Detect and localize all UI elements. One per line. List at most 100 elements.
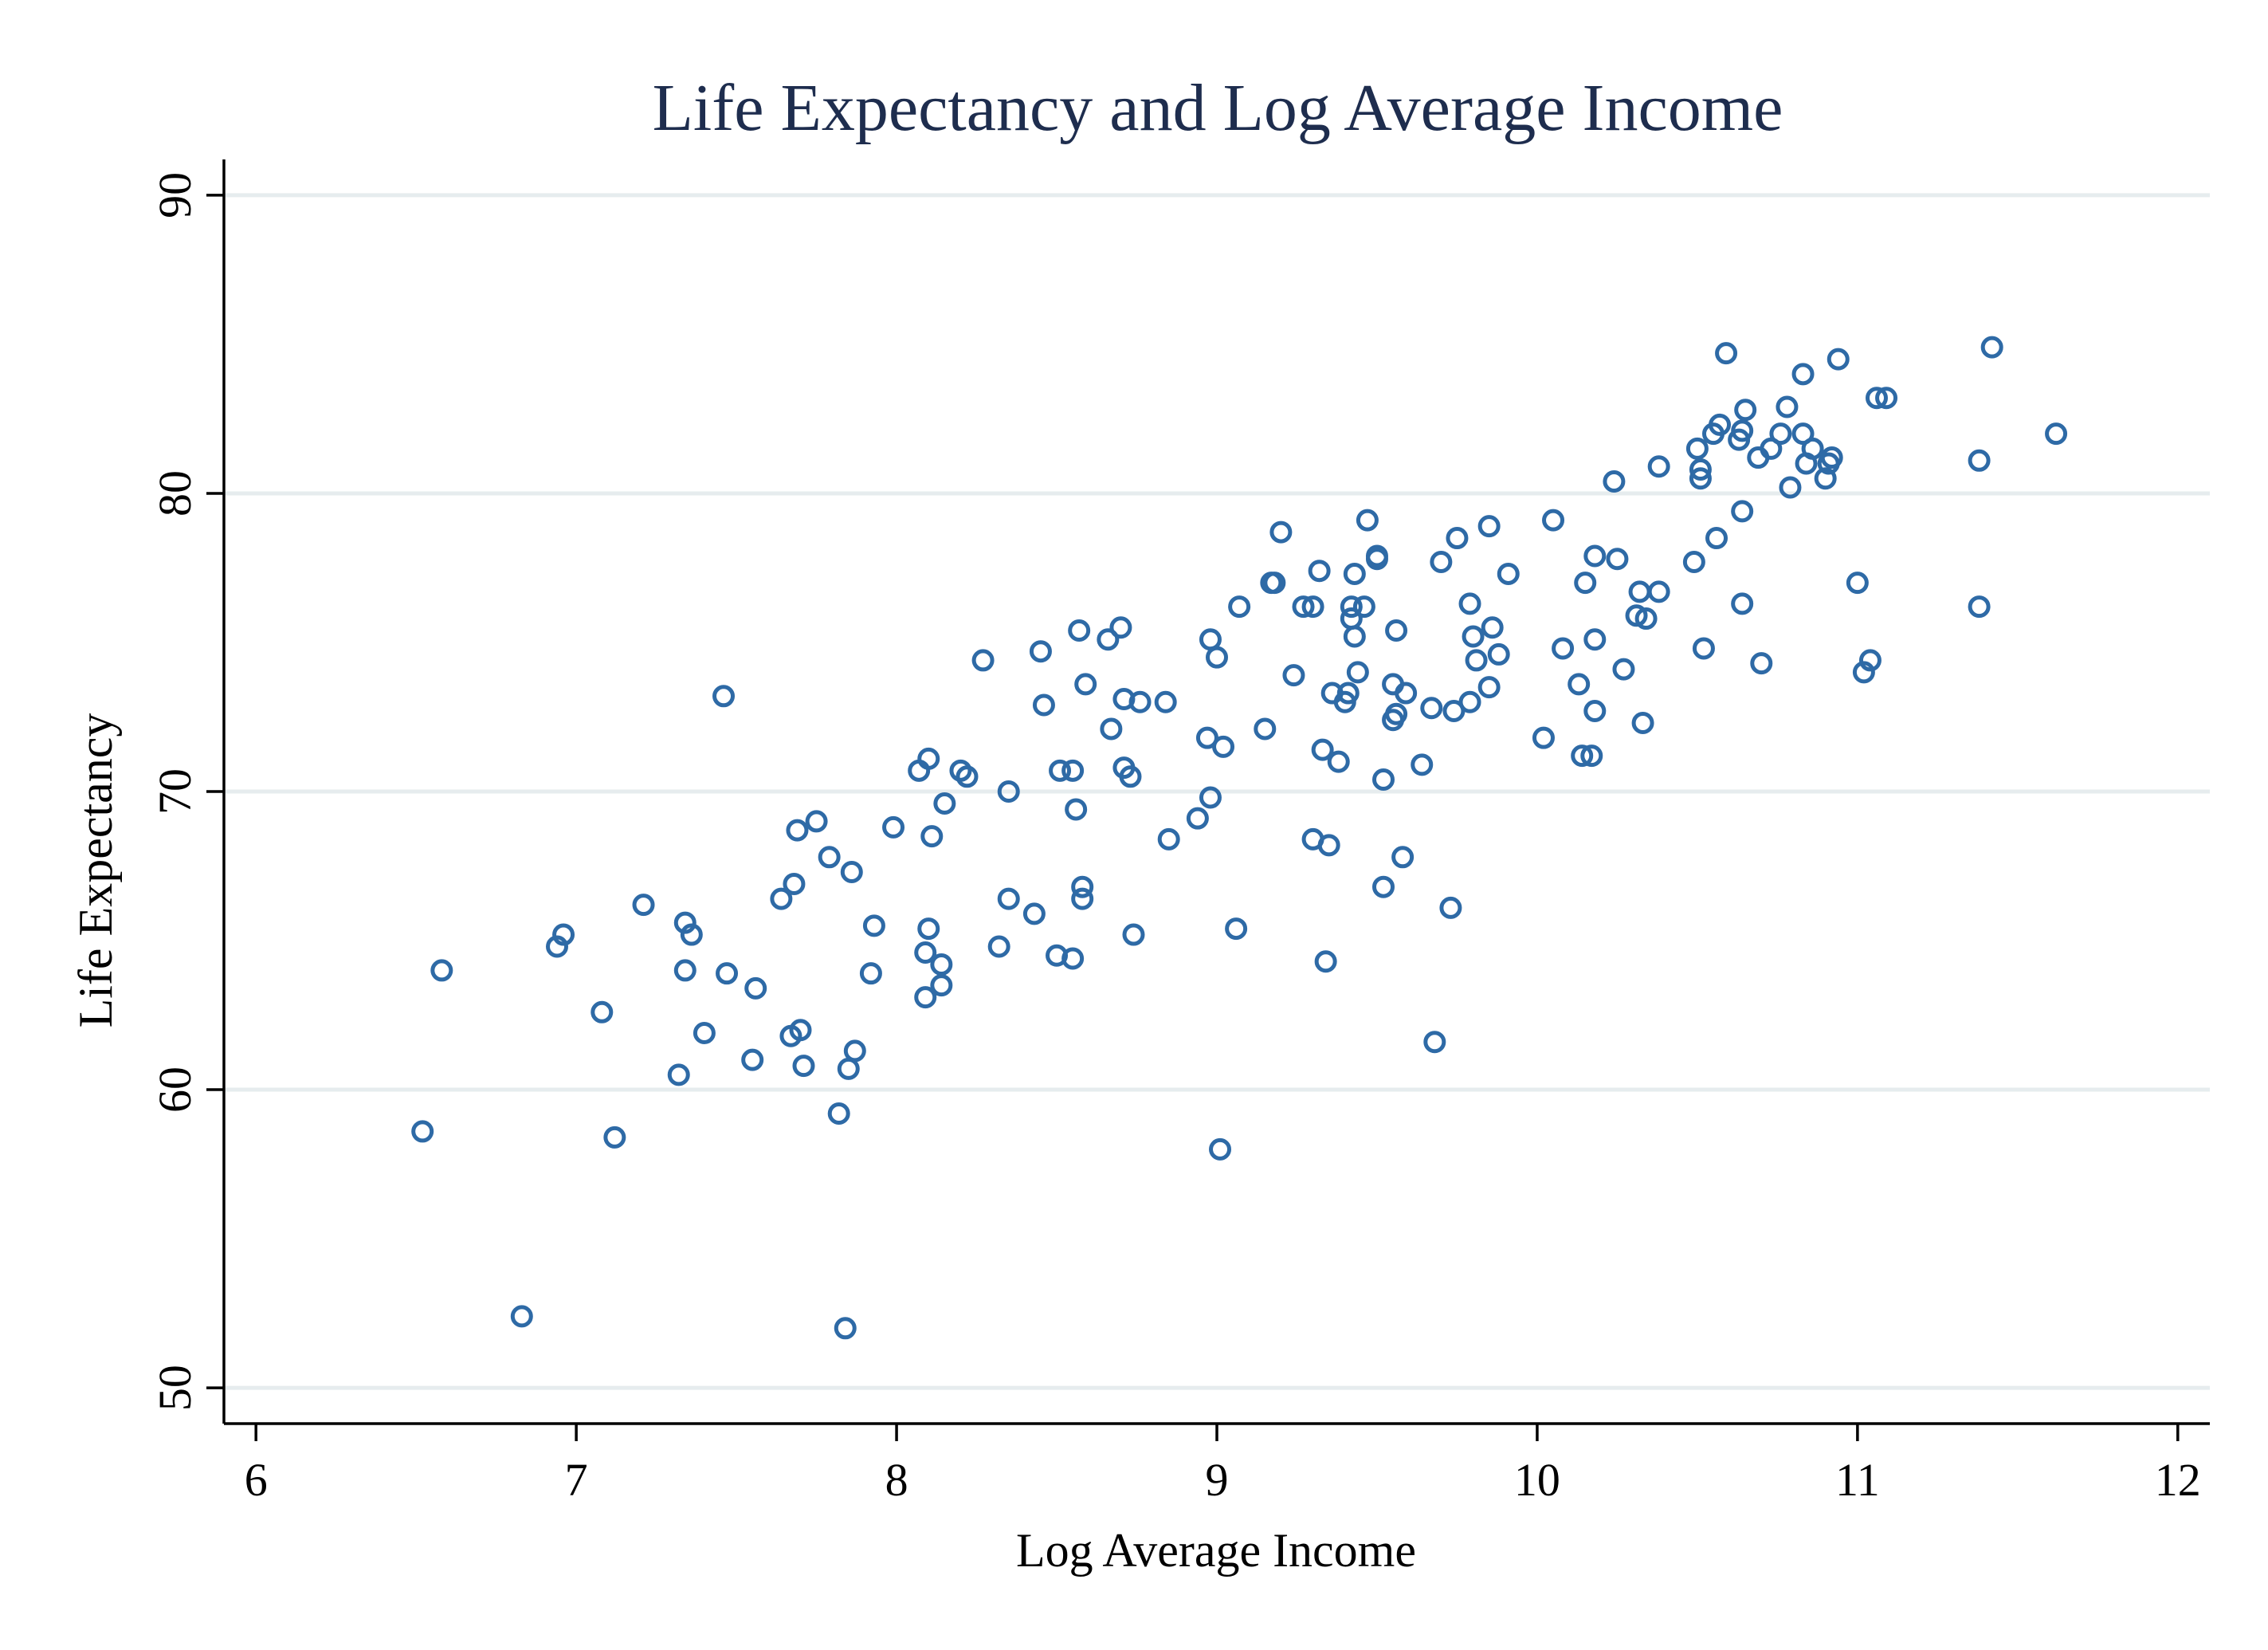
data-point — [1206, 646, 1228, 669]
data-point — [770, 887, 793, 910]
x-tick-label: 11 — [1835, 1454, 1880, 1506]
data-point — [1157, 827, 1180, 851]
data-point — [1122, 923, 1145, 946]
data-point — [917, 747, 940, 770]
data-point — [1372, 768, 1395, 792]
data-point — [1852, 661, 1875, 684]
data-point — [1068, 619, 1091, 642]
data-point — [1391, 846, 1415, 869]
data-point — [971, 649, 995, 672]
data-point — [591, 1000, 614, 1023]
chart-title: Life Expectancy and Log Average Income — [653, 71, 1783, 145]
data-point — [1263, 572, 1286, 595]
data-point — [789, 1019, 812, 1042]
data-point — [744, 976, 767, 1000]
data-point — [693, 1021, 716, 1044]
data-point — [1689, 458, 1712, 481]
data-point — [1282, 664, 1305, 687]
y-tick-label: 70 — [149, 768, 201, 815]
data-point — [1791, 422, 1815, 446]
data-point — [805, 810, 828, 833]
data-point — [1340, 595, 1363, 619]
data-point — [667, 1063, 690, 1086]
x-tick-label: 8 — [885, 1454, 908, 1506]
data-point — [1968, 449, 1991, 472]
data-point — [1865, 387, 1888, 410]
data-point — [1542, 509, 1565, 532]
data-point — [1634, 607, 1658, 631]
data-point — [1317, 834, 1340, 857]
data-point — [1385, 619, 1408, 642]
data-point — [1580, 744, 1603, 768]
data-point — [1487, 642, 1510, 666]
data-point — [955, 765, 979, 788]
data-point — [1968, 595, 1991, 619]
data-point — [1458, 690, 1481, 713]
data-point — [1647, 580, 1670, 603]
data-point — [987, 935, 1010, 958]
data-point — [1791, 363, 1815, 386]
x-axis-label: Log Average Income — [1016, 1524, 1416, 1577]
data-point — [1225, 917, 1248, 941]
data-point — [827, 1102, 850, 1125]
data-point — [546, 935, 569, 958]
data-point — [1731, 419, 1754, 442]
data-point — [1647, 455, 1670, 478]
data-point — [1571, 744, 1594, 768]
data-point — [837, 1057, 860, 1080]
data-point — [792, 1055, 815, 1078]
data-point — [840, 860, 863, 883]
data-point — [1061, 759, 1085, 782]
data-point — [1209, 1137, 1232, 1161]
data-point — [1199, 786, 1222, 809]
data-point — [1420, 697, 1443, 720]
data-point — [603, 1126, 626, 1149]
data-point — [632, 894, 655, 917]
y-tick-label: 80 — [149, 470, 201, 517]
data-point — [1734, 399, 1757, 422]
data-point — [818, 846, 841, 869]
data-point — [1100, 717, 1123, 741]
data-point — [1314, 950, 1337, 973]
data-point — [1308, 560, 1331, 583]
data-point — [1119, 765, 1142, 788]
data-point — [1827, 348, 1850, 371]
data-point — [930, 974, 953, 997]
data-point — [1568, 673, 1591, 696]
data-point — [1462, 625, 1485, 648]
data-point — [1481, 616, 1504, 639]
data-point — [1446, 527, 1469, 550]
data-point — [1336, 682, 1360, 705]
data-point — [1685, 437, 1709, 460]
data-point — [1327, 750, 1350, 773]
data-point — [1631, 711, 1654, 734]
data-point — [1682, 550, 1705, 573]
data-point — [1709, 413, 1732, 436]
x-tick-label: 10 — [1514, 1454, 1560, 1506]
data-point — [949, 759, 972, 782]
data-point — [1195, 726, 1218, 749]
data-point — [783, 872, 806, 895]
data-point — [1343, 625, 1366, 648]
data-point — [741, 1048, 764, 1071]
data-point — [1801, 437, 1824, 460]
data-point — [1071, 875, 1094, 898]
data-point — [1385, 702, 1408, 725]
data-point — [1465, 649, 1488, 672]
data-point — [1858, 649, 1881, 672]
y-axis-label: Life Expectancy — [69, 713, 122, 1028]
data-point — [1814, 467, 1837, 490]
data-point — [1731, 500, 1754, 523]
data-point — [1439, 896, 1462, 919]
data-point — [1583, 628, 1607, 651]
data-point — [1779, 476, 1802, 499]
data-point — [997, 887, 1020, 910]
data-point — [1430, 550, 1453, 573]
y-tick-label: 50 — [149, 1365, 201, 1411]
data-point — [1689, 467, 1712, 490]
data-point — [1311, 738, 1334, 761]
data-point — [2045, 422, 2068, 446]
y-tick-label: 90 — [149, 172, 201, 218]
data-point — [1212, 735, 1235, 758]
